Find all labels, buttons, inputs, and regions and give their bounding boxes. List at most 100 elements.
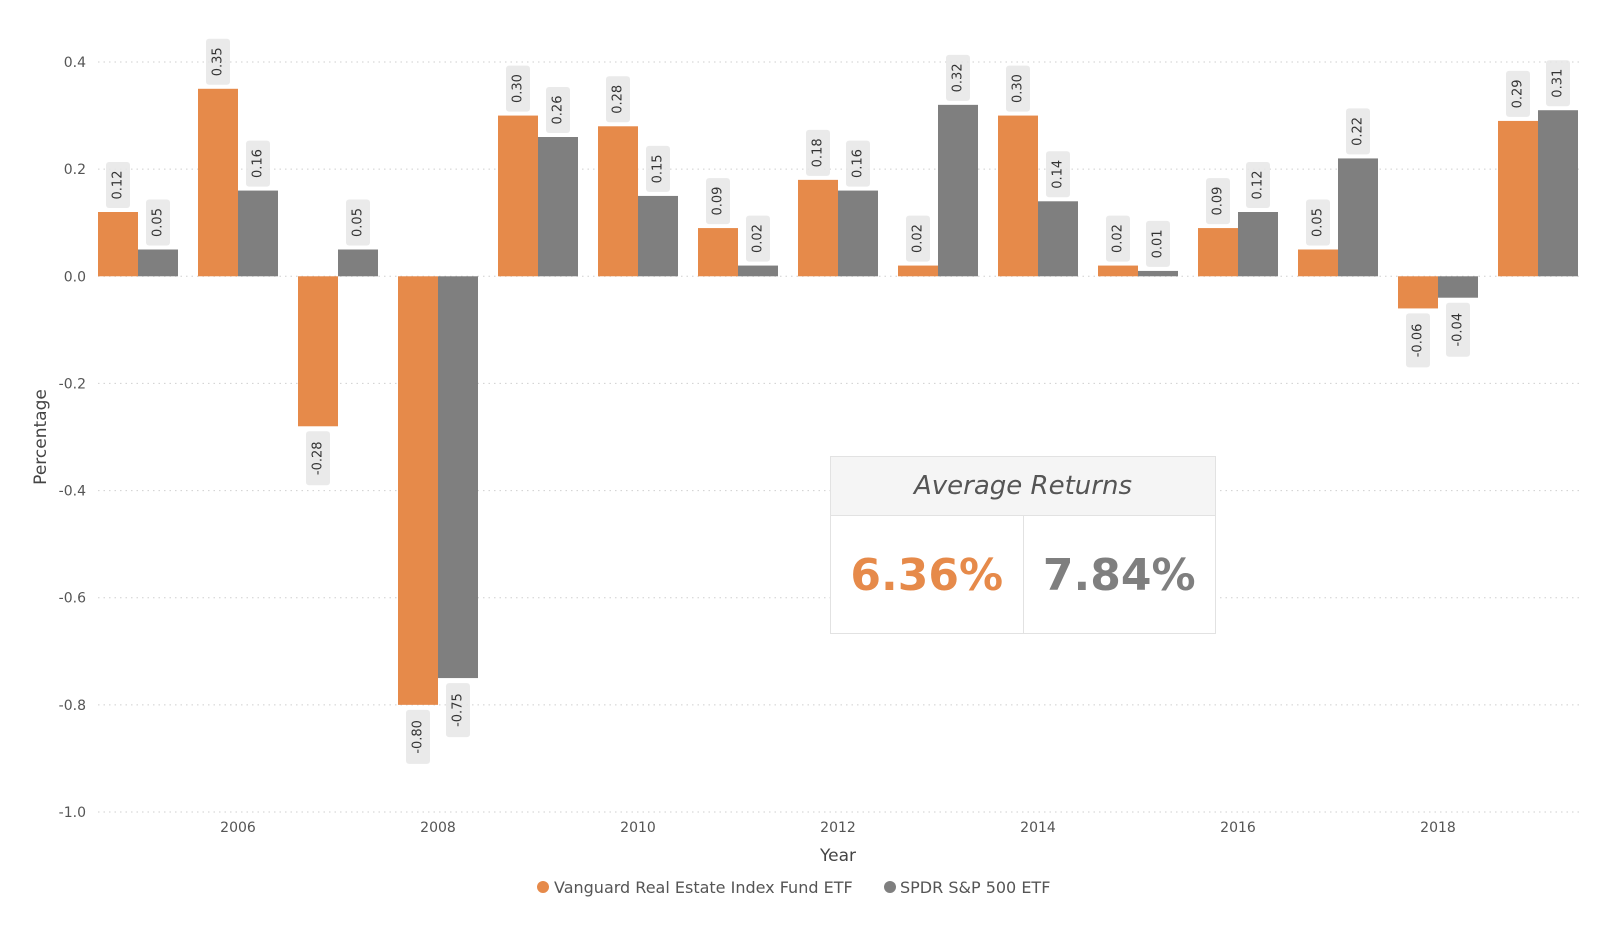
bar-vanguard <box>1498 120 1538 277</box>
x-tick-label: 2010 <box>620 820 656 836</box>
data-label-text: 0.02 <box>1111 224 1126 253</box>
data-label-vanguard: 0.09 <box>1206 178 1230 225</box>
bar-vanguard <box>698 228 738 277</box>
average-returns-title: Average Returns <box>831 457 1215 516</box>
data-label-spdr: 0.05 <box>346 199 370 246</box>
data-label-text: 0.30 <box>511 74 526 103</box>
legend-marker-spdr <box>884 881 896 893</box>
average-returns-values: 6.36% 7.84% <box>831 516 1215 634</box>
bar-spdr <box>838 190 878 277</box>
data-label-text: 0.26 <box>551 96 566 125</box>
data-label-box <box>1246 162 1270 208</box>
bar-spdr <box>438 276 478 679</box>
data-label-text: -0.75 <box>451 693 466 727</box>
data-label-text: 0.16 <box>851 149 866 178</box>
data-label-spdr: 0.12 <box>1246 162 1270 208</box>
bar-vanguard <box>598 126 638 277</box>
bar-vanguard <box>898 265 938 277</box>
data-label-text: 0.02 <box>751 224 766 253</box>
x-tick-label: 2006 <box>220 820 256 836</box>
data-label-box <box>806 129 830 176</box>
y-tick-label: -0.8 <box>59 698 86 714</box>
legend-label-spdr: SPDR S&P 500 ETF <box>900 878 1050 897</box>
data-label-vanguard: 0.12 <box>106 162 130 208</box>
x-tick-label: 2012 <box>820 820 856 836</box>
data-label-spdr: 0.05 <box>146 199 170 246</box>
data-label-box <box>1306 199 1330 246</box>
data-label-box <box>706 178 730 225</box>
data-label-text: 0.32 <box>951 63 966 92</box>
bar-spdr <box>338 249 378 277</box>
bar-spdr <box>738 265 778 277</box>
legend-label-vanguard: Vanguard Real Estate Index Fund ETF <box>554 878 853 897</box>
data-label-spdr: 0.02 <box>746 215 770 262</box>
data-label-text: -0.80 <box>411 720 426 754</box>
data-label-spdr: -0.75 <box>446 683 470 738</box>
data-label-box <box>146 199 170 246</box>
data-label-box <box>1406 313 1430 368</box>
data-label-box <box>1346 108 1370 155</box>
y-tick-label: -0.6 <box>59 591 86 607</box>
data-label-spdr: -0.04 <box>1446 302 1470 357</box>
bar-spdr <box>1138 270 1178 277</box>
data-label-spdr: 0.22 <box>1346 108 1370 155</box>
data-label-box <box>446 683 470 738</box>
y-tick-label: 0.2 <box>64 162 86 178</box>
data-label-spdr: 0.15 <box>646 145 670 192</box>
data-label-text: 0.29 <box>1511 79 1526 108</box>
x-tick-label: 2016 <box>1220 820 1256 836</box>
data-label-box <box>1106 215 1130 262</box>
data-label-text: 0.18 <box>811 138 826 167</box>
bar-spdr <box>1438 276 1478 298</box>
data-label-text: 0.30 <box>1011 74 1026 103</box>
bar-spdr <box>1538 110 1578 277</box>
data-label-spdr: 0.16 <box>246 140 270 187</box>
bar-spdr <box>238 190 278 277</box>
bar-spdr <box>1338 158 1378 277</box>
data-label-text: 0.05 <box>151 208 166 237</box>
data-label-text: 0.16 <box>251 149 266 178</box>
data-label-text: 0.28 <box>611 85 626 114</box>
data-label-text: 0.12 <box>111 171 126 200</box>
data-label-spdr: 0.16 <box>846 140 870 187</box>
data-label-text: 0.09 <box>711 187 726 216</box>
bar-spdr <box>638 195 678 277</box>
data-label-text: 0.35 <box>211 47 226 76</box>
bar-vanguard <box>98 212 138 277</box>
data-label-spdr: 0.26 <box>546 87 570 133</box>
bar-vanguard <box>498 115 538 277</box>
data-label-text: -0.04 <box>1451 313 1466 347</box>
bar-vanguard <box>198 88 238 277</box>
y-tick-label: -0.4 <box>59 484 86 500</box>
bars <box>98 88 1578 705</box>
data-label-vanguard: -0.80 <box>406 709 430 764</box>
data-label-text: 0.05 <box>351 208 366 237</box>
y-tick-label: 0.0 <box>64 269 86 285</box>
data-label-box <box>1546 60 1570 107</box>
data-label-box <box>546 87 570 133</box>
y-axis-title: Percentage <box>31 389 51 485</box>
y-tick-label: -1.0 <box>59 805 86 821</box>
data-label-box <box>1506 70 1530 117</box>
spdr-average-value: 7.84% <box>1022 516 1216 634</box>
data-label-text: 0.12 <box>1251 171 1266 200</box>
data-label-box <box>646 145 670 192</box>
y-axis-ticks: 0.4 0.2 0.0 -0.2 -0.4 -0.6 -0.8 -1.0 <box>59 55 86 821</box>
data-label-vanguard: 0.28 <box>606 76 630 123</box>
x-tick-label: 2014 <box>1020 820 1056 836</box>
y-tick-label: 0.4 <box>64 55 86 71</box>
bar-vanguard <box>1098 265 1138 277</box>
data-label-vanguard: 0.02 <box>906 215 930 262</box>
data-label-spdr: 0.01 <box>1146 220 1170 267</box>
data-label-box <box>346 199 370 246</box>
data-label-box <box>106 162 130 208</box>
data-label-spdr: 0.14 <box>1046 151 1070 198</box>
bar-vanguard <box>1198 228 1238 277</box>
data-label-vanguard: -0.06 <box>1406 313 1430 368</box>
bar-spdr <box>938 104 978 277</box>
data-label-box <box>946 54 970 101</box>
bar-vanguard <box>998 115 1038 277</box>
data-label-text: -0.28 <box>311 441 326 475</box>
x-axis-title: Year <box>819 846 856 866</box>
data-labels: 0.12 0.35 -0.28 -0.80 0.30 0.28 0.09 0.18 0.02 0.… <box>106 38 1570 764</box>
